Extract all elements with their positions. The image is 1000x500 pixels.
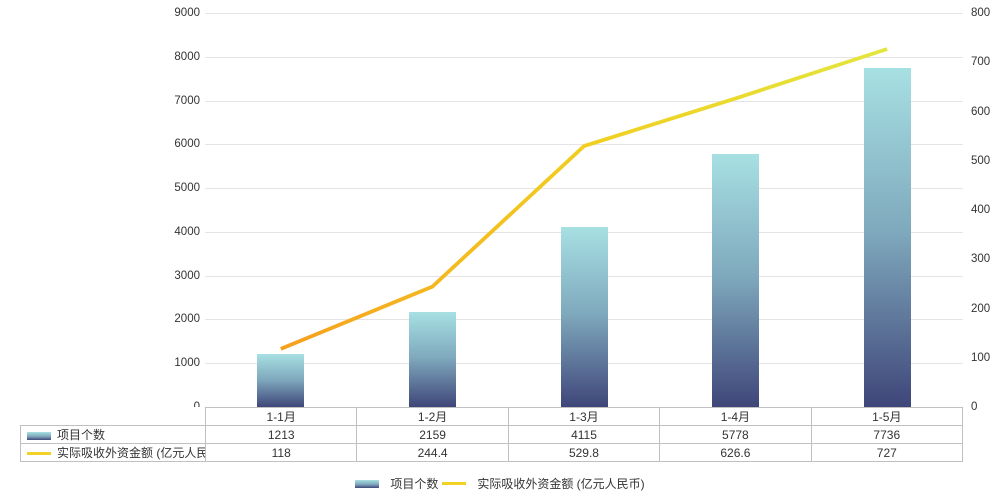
- gridline-9000: [205, 13, 963, 14]
- right-axis-tick-100: 100: [971, 351, 991, 364]
- table-row-label: 项目个数: [20, 425, 206, 444]
- table-header-row: 1-1月 1-2月 1-3月 1-4月 1-5月: [21, 407, 964, 426]
- bar-series-swatch-icon: [355, 479, 380, 488]
- right-axis-tick-700: 700: [971, 56, 991, 69]
- left-axis-tick-5000: 5000: [174, 182, 200, 195]
- table-row: 项目个数 1213 2159 4115 5778 7736: [20, 425, 964, 444]
- bar-1-5月: [863, 68, 911, 407]
- table-value-cell: 626.6: [659, 443, 812, 462]
- bar-1-1月: [257, 353, 305, 407]
- right-axis-tick-400: 400: [971, 204, 991, 216]
- right-axis-tick-500: 500: [971, 154, 991, 167]
- data-table-wrap: 1-1月 1-2月 1-3月 1-4月 1-5月 项目个数 1213 2159 4115 5778…: [20, 407, 964, 462]
- bar-1-2月: [408, 312, 456, 407]
- table-value-cell: 4115: [507, 425, 661, 444]
- table-value-cell: 7736: [810, 425, 964, 444]
- table-row-label: 实际吸收外资金额 (亿元人民币): [20, 443, 206, 462]
- table-value-cell: 244.4: [356, 443, 509, 462]
- right-axis-tick-600: 600: [971, 105, 991, 118]
- line-series-swatch-icon: [27, 452, 51, 456]
- left-axis-tick-9000: 9000: [174, 7, 200, 19]
- left-axis-tick-6000: 6000: [174, 138, 200, 151]
- table-value-cell: 1213: [204, 425, 358, 444]
- right-axis-tick-800: 800: [971, 7, 991, 19]
- legend-label-line-series: 实际吸收外资金额 (亿元人民币): [477, 477, 645, 491]
- gridline-7000: [205, 100, 963, 102]
- table-value-cell: 5778: [659, 425, 812, 444]
- table-header-cell: 1-2月: [356, 407, 509, 426]
- bar-series-swatch-icon: [27, 431, 51, 440]
- bar-1-3月: [560, 226, 608, 407]
- chart-legend: 项目个数 实际吸收外资金额 (亿元人民币): [0, 475, 1000, 492]
- legend-label-bar-series: 项目个数: [390, 477, 439, 491]
- gridline-5000: [205, 188, 963, 190]
- table-header-cell: 1-3月: [507, 407, 661, 426]
- table-value-cell: 118: [204, 443, 358, 462]
- table-ghost-cell: [21, 408, 206, 426]
- gridline-6000: [205, 144, 963, 146]
- line-series-swatch-icon: [442, 482, 467, 485]
- table-header-cell: 1-1月: [204, 407, 358, 426]
- table-value-cell: 2159: [356, 425, 509, 444]
- bar-1-4月: [712, 154, 760, 407]
- left-axis-tick-2000: 2000: [174, 313, 200, 326]
- table-header-cell: 1-4月: [659, 407, 812, 426]
- gridline-8000: [205, 56, 963, 58]
- data-table: 1-1月 1-2月 1-3月 1-4月 1-5月 项目个数 1213 2159 4115 5778…: [20, 407, 964, 462]
- left-axis-tick-8000: 8000: [174, 50, 200, 63]
- left-axis-tick-3000: 3000: [174, 269, 200, 282]
- table-value-cell: 529.8: [507, 443, 661, 462]
- right-axis-tick-0: 0: [971, 401, 978, 413]
- legend-item-bar-series[interactable]: 项目个数: [355, 475, 438, 492]
- right-axis-tick-200: 200: [971, 302, 991, 315]
- left-axis-tick-4000: 4000: [174, 225, 200, 238]
- table-value-cell: 727: [810, 443, 964, 462]
- left-axis-tick-1000: 1000: [174, 357, 200, 370]
- legend-item-line-series[interactable]: 实际吸收外资金额 (亿元人民币): [442, 475, 645, 492]
- table-header-cell: 1-5月: [810, 407, 964, 426]
- right-axis-tick-300: 300: [971, 253, 991, 266]
- left-axis-tick-7000: 7000: [174, 94, 200, 107]
